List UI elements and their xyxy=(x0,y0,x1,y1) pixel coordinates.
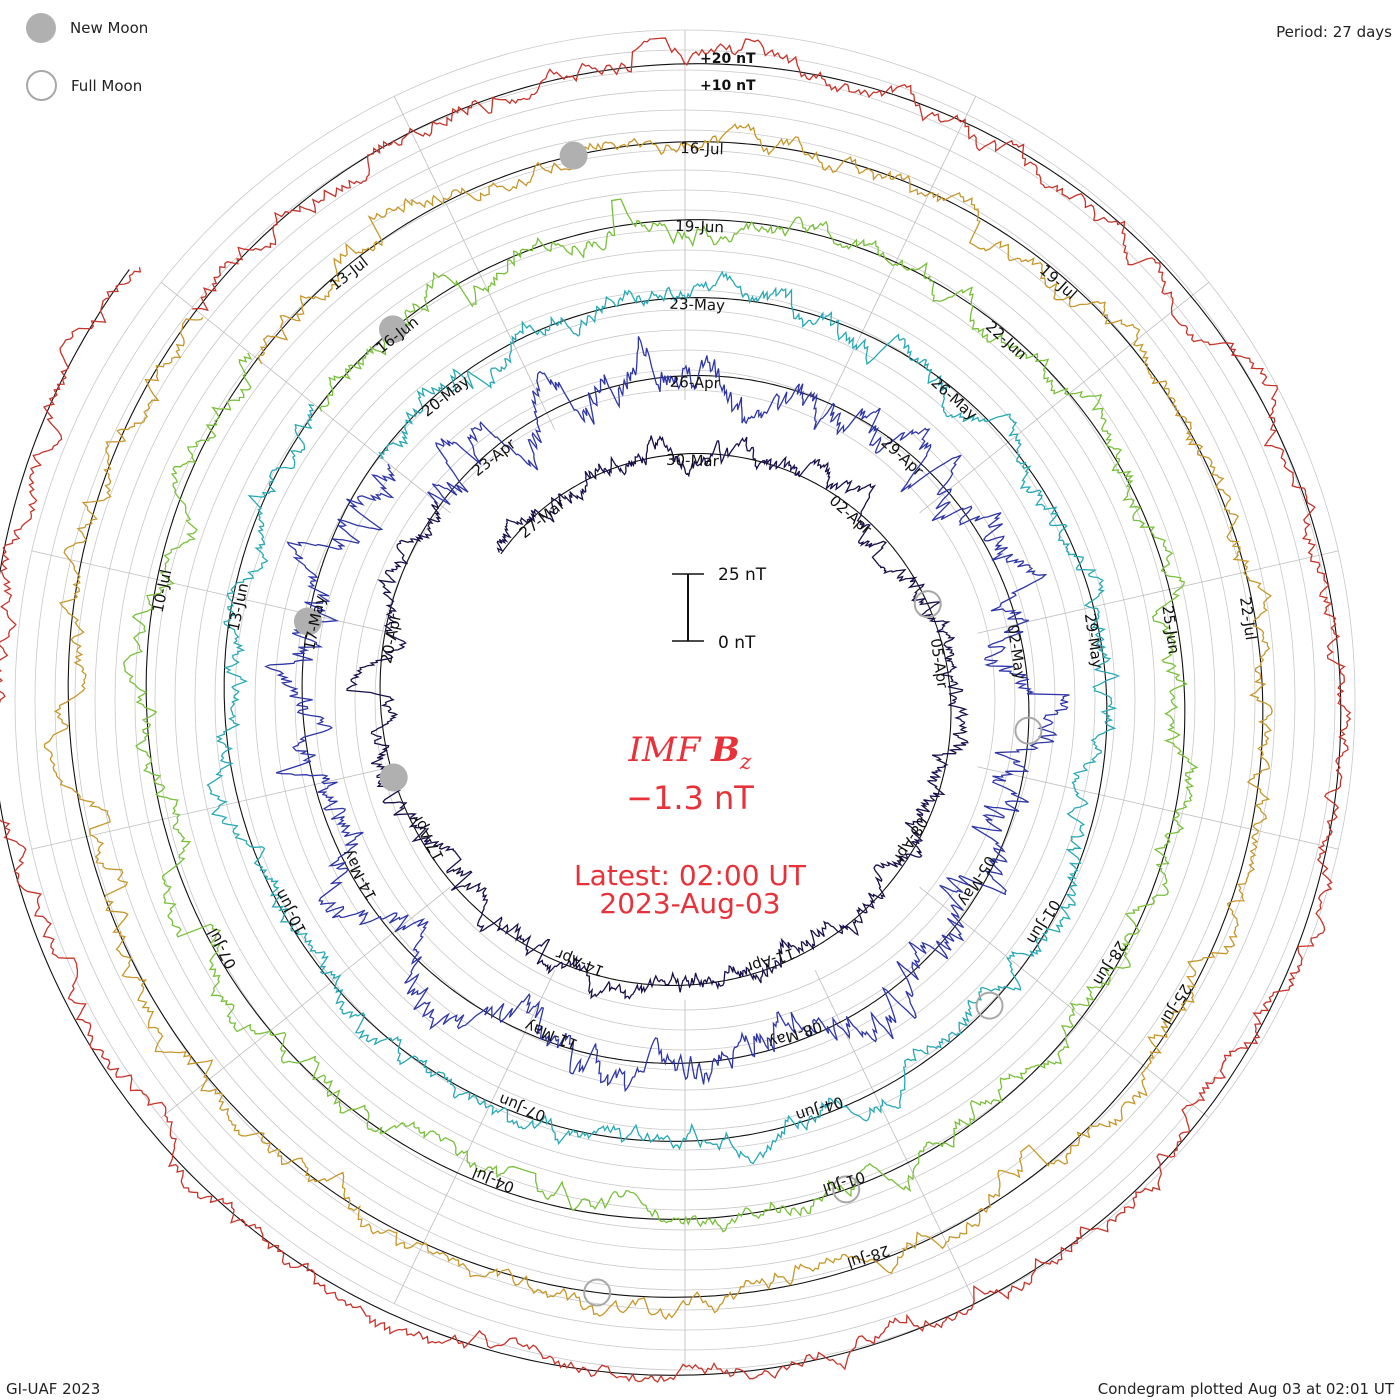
date-label: 11-May xyxy=(522,1016,580,1053)
date-label: 14-May xyxy=(338,846,380,904)
plotted-timestamp: Condegram plotted Aug 03 at 02:01 UT xyxy=(1097,1380,1394,1398)
period-label: Period: 27 days xyxy=(1276,23,1392,41)
latest-time: Latest: 02:00 UT xyxy=(573,859,807,892)
date-label: 10-Jun xyxy=(271,886,310,937)
series-2-line xyxy=(264,336,1070,1093)
legend-full-moon: Full Moon xyxy=(26,70,142,101)
date-label: 11-Apr xyxy=(743,944,797,977)
date-label: 16-Jul xyxy=(680,139,724,158)
new-moon-marker xyxy=(559,141,588,170)
new-moon-marker xyxy=(378,315,407,344)
date-label: 25-Jun xyxy=(1158,604,1183,655)
legend-new-moon: New Moon xyxy=(26,13,148,43)
date-label: 23-May xyxy=(669,295,725,315)
grid-spoke xyxy=(31,766,393,850)
date-label: 28-Jun xyxy=(1089,938,1130,989)
latest-readout: Latest: 02:00 UT 2023-Aug-03 xyxy=(540,862,840,918)
new-moon-icon xyxy=(26,13,56,43)
date-label: 01-Jul xyxy=(820,1167,867,1198)
series-4-line xyxy=(123,198,1199,1233)
date-label: 08-May xyxy=(766,1017,824,1051)
date-label: 04-Jun xyxy=(794,1093,846,1125)
date-label: 05-Apr xyxy=(927,637,952,690)
date-label: 13-Jul xyxy=(326,253,371,294)
date-label: 02-May xyxy=(1004,623,1030,681)
grid-spoke xyxy=(919,281,1210,514)
date-label: 07-Jul xyxy=(204,925,240,972)
scale-bar-bottom-label: 0 nT xyxy=(718,633,756,653)
grid-spoke xyxy=(977,766,1339,850)
moon-markers xyxy=(293,141,1043,1307)
grid-spoke xyxy=(393,970,556,1304)
full-moon-marker xyxy=(975,991,1004,1020)
date-label: 22-Jul xyxy=(1236,596,1260,642)
full-moon-icon xyxy=(26,70,57,101)
date-label: 10-Jul xyxy=(149,568,176,614)
full-moon-marker xyxy=(832,1175,861,1204)
full-moon-label: Full Moon xyxy=(71,76,143,95)
date-label: 20-Apr xyxy=(377,612,405,666)
full-moon-marker xyxy=(583,1278,612,1307)
credit-label: GI-UAF 2023 xyxy=(6,1380,101,1398)
date-label: 08-Apr xyxy=(889,814,931,867)
imf-title-symbol: B xyxy=(711,730,740,770)
date-label: 25-Jul xyxy=(1157,981,1195,1027)
date-label: 01-Jun xyxy=(1023,896,1064,947)
grid-spoke xyxy=(160,281,451,514)
date-label: 27-Mar xyxy=(516,495,569,542)
full-moon-marker xyxy=(1014,716,1043,745)
grid-spoke xyxy=(977,550,1339,634)
bz-series-group xyxy=(0,37,1352,1383)
date-label: 13-Jun xyxy=(225,581,253,632)
scale-markers: +20 nT +10 nT xyxy=(700,51,756,94)
full-moon-marker xyxy=(913,590,942,619)
zero-reference-spiral xyxy=(0,63,1342,1376)
date-label: 28-Jul xyxy=(845,1241,892,1272)
new-moon-label: New Moon xyxy=(70,19,149,37)
grid-spoke xyxy=(31,550,393,634)
series-6-line xyxy=(0,37,1352,1383)
date-label: 19-Jun xyxy=(675,217,724,237)
new-moon-marker xyxy=(293,607,322,636)
new-moon-marker xyxy=(379,763,408,792)
series-5-line xyxy=(43,123,1273,1321)
grid-spoke xyxy=(814,970,977,1304)
scale-bar: 25 nT 0 nT xyxy=(672,565,767,653)
zero-spiral xyxy=(0,63,1342,1376)
radial-spokes xyxy=(31,30,1339,1370)
date-label: 14-Apr xyxy=(553,945,607,981)
date-label: 29-May xyxy=(1081,612,1107,670)
grid-spoke xyxy=(919,886,1210,1119)
grid-ring xyxy=(314,329,1056,1071)
latest-date: 2023-Aug-03 xyxy=(599,887,781,920)
imf-value: −1.3 nT xyxy=(626,778,754,817)
imf-title: IMF Bz xyxy=(560,730,820,775)
imf-readout: IMF Bz −1.3 nT xyxy=(560,730,820,817)
grid-spoke xyxy=(393,96,556,430)
scale-plus10-label: +10 nT xyxy=(700,78,756,94)
grid-spoke xyxy=(814,96,977,430)
series-1-line xyxy=(346,435,969,1000)
imf-title-text: IMF xyxy=(628,730,701,770)
scale-plus20-label: +20 nT xyxy=(700,51,756,67)
date-label: 30-Mar xyxy=(666,451,720,471)
scale-bar-top-label: 25 nT xyxy=(718,565,767,585)
date-label: 17-Apr xyxy=(408,811,448,864)
date-label: 26-Apr xyxy=(669,373,720,393)
series-3-line xyxy=(206,270,1121,1165)
date-label: 20-May xyxy=(418,372,473,421)
imf-title-subscript: z xyxy=(739,749,752,775)
